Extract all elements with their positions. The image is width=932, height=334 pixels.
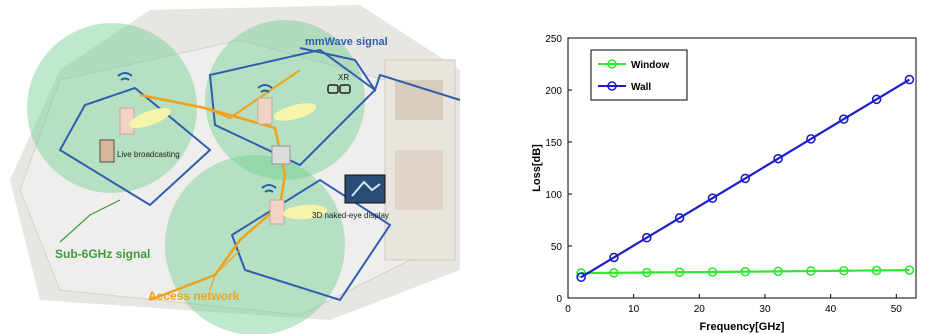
wall-data-point [609,252,619,263]
x-tick-label: 0 [565,304,571,315]
wall-data-point [806,134,816,144]
xr-label: XR [338,73,349,82]
y-tick-label: 50 [551,242,563,253]
coverage-sphere-left [27,23,197,193]
sofa-block [395,80,443,120]
wifi-icon [261,184,277,193]
y-tick-label: 250 [545,34,562,45]
y-axis-label: Loss[dB] [531,144,543,192]
legend: Window Wall [590,49,688,101]
wall-data-point [871,94,882,105]
table-block [395,150,443,210]
wall-series-line [580,78,911,279]
wifi-icon [257,84,273,93]
beam-bottom [283,204,327,220]
x-tick-label: 40 [825,304,837,315]
beam-left [129,108,171,128]
y-axis: 0 50 100 150 200 250 [545,34,572,305]
window-data-point [674,267,685,278]
access-point-top [257,97,273,125]
wall-data-point [576,272,586,283]
portrait-icon [99,139,115,163]
window-data-point [871,265,882,276]
live-broadcasting-label: Live broadcasting [117,150,180,159]
wall-data-point [904,74,915,85]
access-network-branch [204,69,301,120]
legend-window-label: Window [631,60,669,71]
hub-box [271,145,291,165]
x-tick-label: 20 [694,304,706,315]
sub6-signal-label: Sub-6GHz signal [55,247,150,261]
wall-data-point [773,153,783,164]
x-tick-label: 10 [628,304,640,315]
mmwave-link [299,47,461,101]
legend-wall-marker [607,81,617,91]
indoor-network-illustration: XR Live broadcasting 3D naked-eye displa… [10,5,461,334]
y-tick-label: 100 [545,190,562,201]
window-series-line [581,269,910,275]
wall-data-point [641,232,652,243]
y-tick-label: 200 [545,86,562,97]
access-callout-line [209,249,241,291]
window-data-point [773,266,783,277]
window-data-point [904,265,915,275]
wall-data-point [674,213,685,223]
beam-top [273,103,317,121]
x-tick-label: 30 [759,304,771,315]
access-point-bottom [269,199,285,225]
x-axis: 0 10 20 30 40 50 [565,294,902,315]
x-axis-label: Frequency[GHz] [700,321,785,333]
mmwave-room-bottom [230,178,392,302]
y-tick-label: 150 [545,138,562,149]
mmwave-room-left [58,86,212,207]
window-data-point [806,266,816,276]
wall-data-point [707,193,718,203]
legend-wall-label: Wall [631,82,651,93]
display-screen-icon [344,174,386,204]
wall-data-point [740,173,751,184]
window-data-point [838,265,849,276]
y-tick-label: 0 [556,294,562,305]
window-data-point [609,268,619,278]
display-figure-icon [351,180,381,197]
window-data-point [740,266,751,277]
wifi-icon [117,72,133,81]
mmwave-room-top [208,48,377,167]
legend-box [590,49,688,101]
access-network-label: Access network [148,289,240,303]
series-layer [576,74,915,283]
mmwave-signal-label: mmWave signal [305,36,388,48]
xr-goggles-icon [327,84,351,94]
window-data-point [707,267,718,277]
legend-window-marker [607,59,617,69]
x-tick-label: 50 [891,304,903,315]
naked-eye-display-label: 3D naked-eye display [312,211,389,220]
window-data-point [641,267,652,278]
wall-data-point [838,114,849,124]
access-network-line [139,93,287,302]
sub6-callout-line [59,199,121,243]
